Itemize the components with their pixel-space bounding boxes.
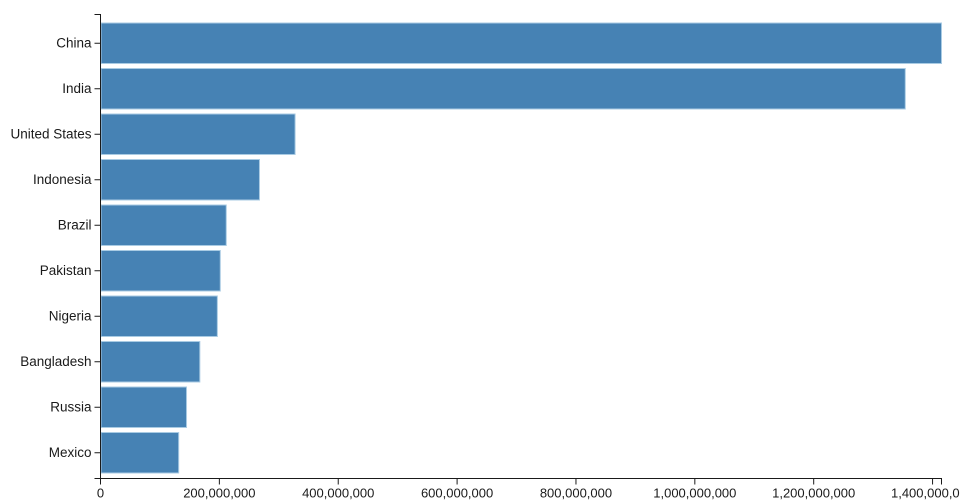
x-tick-label-3: 600,000,000 [421,486,493,500]
bar-brazil [100,204,227,246]
x-tick-label-4: 800,000,000 [540,486,612,500]
bar-india [100,68,906,110]
bar-pakistan [100,250,221,292]
category-label-china: China [56,36,92,51]
category-label-mexico: Mexico [49,445,92,460]
x-tick-label-2: 400,000,000 [302,486,374,500]
bar-indonesia [100,159,260,201]
bars-layer [100,22,942,474]
category-label-brazil: Brazil [58,218,92,233]
y-axis: China India United States Indonesia Brazil Pa… [10,14,101,479]
bar-china [100,22,942,64]
bar-united-states [100,113,296,155]
bar-nigeria [100,295,218,337]
category-label-indonesia: Indonesia [33,172,92,187]
category-label-russia: Russia [50,400,92,415]
x-tick-label-7: 1,400,000,000 [891,486,960,500]
x-axis-domain [100,478,942,485]
x-axis: 0 200,000,000 400,000,000 600,000,000 800,00… [97,478,960,500]
bar-russia [100,386,188,428]
category-label-pakistan: Pakistan [40,263,92,278]
category-label-bangladesh: Bangladesh [20,354,91,369]
bar-mexico [100,432,180,474]
y-axis-domain [94,14,101,479]
x-tick-label-6: 1,200,000,000 [772,486,855,500]
category-label-nigeria: Nigeria [49,309,92,324]
bar-bangladesh [100,341,201,383]
x-tick-label-5: 1,000,000,000 [653,486,736,500]
x-tick-label-1: 200,000,000 [183,486,255,500]
category-label-united-states: United States [10,127,91,142]
category-label-india: India [62,81,92,96]
x-tick-label-0: 0 [97,486,104,500]
